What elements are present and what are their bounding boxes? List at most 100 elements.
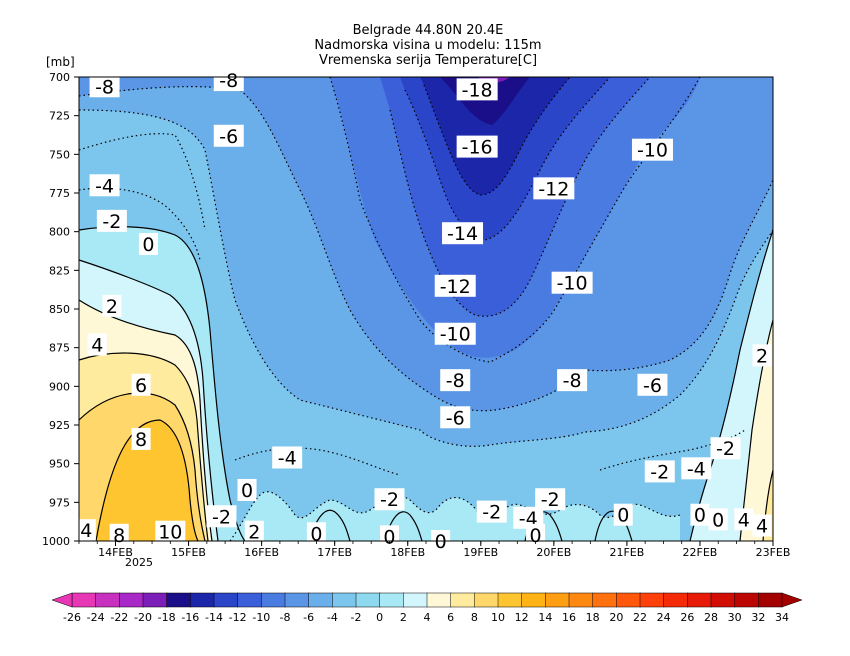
y-axis-unit-label: [mb]	[46, 55, 75, 69]
x-tick-label: 22FEB	[683, 546, 718, 559]
colorbar-label: 28	[704, 611, 718, 624]
colorbar-label: -8	[280, 611, 291, 624]
chart-title-line-2: Nadmorska visina u modelu: 115m	[314, 38, 541, 53]
contour-label-box	[138, 233, 158, 256]
contour-label-box	[752, 344, 772, 367]
contour-label-box	[131, 427, 151, 450]
band-surface-0	[230, 491, 680, 541]
x-tick-label: 15FEB	[171, 546, 206, 559]
contour-label: -8	[563, 370, 582, 392]
colorbar-swatch	[521, 592, 547, 608]
contour-label-box	[434, 274, 476, 297]
contour-label-box	[155, 520, 186, 543]
contour-label: -6	[643, 375, 662, 397]
contour-label-box	[213, 124, 244, 147]
colorbar-swatch	[95, 592, 121, 608]
contour-label: -12	[440, 276, 471, 298]
contour-label-box	[131, 373, 151, 396]
x-tick-label: 23FEB	[756, 546, 791, 559]
contour-label-box	[440, 406, 471, 429]
contour-label: -16	[462, 137, 493, 159]
contour-label: -10	[557, 273, 588, 295]
contour-label-box	[442, 222, 484, 245]
contour-label: 10	[158, 522, 182, 544]
contour-label: 2	[106, 296, 118, 318]
contour-label: 0	[435, 531, 447, 553]
contour-label-box	[440, 369, 471, 392]
contour-line	[78, 133, 206, 231]
contour-label: -6	[219, 126, 238, 148]
y-tick-label: 1000	[42, 535, 70, 548]
x-tick-label: 19FEB	[463, 546, 498, 559]
contour-label: 4	[91, 335, 103, 357]
band-right-4	[740, 320, 773, 541]
contour-label: 4	[80, 520, 92, 542]
colorbar-swatch	[403, 592, 428, 608]
x-tick-label: 21FEB	[609, 546, 644, 559]
colorbar-label: -12	[229, 611, 247, 624]
contour-line	[78, 299, 213, 542]
colorbar-swatch	[332, 592, 357, 608]
colorbar-swatch	[545, 592, 570, 608]
colorbar-label: 32	[751, 611, 765, 624]
colorbar-label: -24	[87, 611, 105, 624]
colorbar-swatch	[379, 592, 405, 608]
contour-label-box	[535, 488, 566, 511]
chart-title-line-1: Belgrade 44.80N 20.4E	[353, 23, 504, 38]
colorbar-swatch	[687, 592, 712, 608]
colorbar-label: 6	[447, 611, 454, 624]
negative-contours	[78, 76, 774, 542]
x-axis-year-label: 2025	[125, 556, 153, 569]
colorbar-label: 0	[376, 611, 383, 624]
colorbar-label: 22	[633, 611, 647, 624]
contour-label-box	[526, 523, 546, 546]
colorbar-swatch	[616, 592, 641, 608]
x-tick-label: 20FEB	[536, 546, 571, 559]
contour-line	[78, 109, 774, 447]
contour-label-box	[272, 446, 303, 469]
y-tick-label: 950	[49, 458, 70, 471]
colorbar-label: -18	[158, 611, 176, 624]
contour-label-box	[379, 525, 399, 548]
contour-label: 0	[617, 505, 629, 527]
contour-label-box	[681, 457, 712, 480]
x-tick-label: 17FEB	[317, 546, 352, 559]
contour-label-box	[734, 508, 754, 531]
contour-label-box	[89, 75, 120, 98]
contour-label-box	[557, 369, 588, 392]
colorbar-swatch	[71, 592, 97, 608]
contour-label: 0	[142, 234, 154, 256]
contour-line	[78, 259, 219, 542]
colorbar-label: -10	[252, 611, 270, 624]
chart-title-line-3: Vremenska serija Temperature[C]	[319, 53, 537, 68]
y-tick-label: 800	[49, 226, 70, 239]
colorbar-swatch	[568, 592, 594, 608]
contour-label-box	[644, 460, 675, 483]
contour-line	[78, 86, 774, 412]
colorbar-label: 4	[424, 611, 431, 624]
contour-label: -2	[650, 461, 669, 483]
contour-line	[78, 187, 201, 261]
colorbar-label: -14	[205, 611, 223, 624]
contour-label-box	[213, 69, 244, 92]
contour-label-box	[551, 271, 593, 294]
contour-label: 0	[241, 480, 253, 502]
y-tick-label: 700	[49, 71, 70, 84]
y-tick-label: 825	[49, 264, 70, 277]
contour-label: 0	[383, 526, 395, 548]
colorbar-low-arrow	[51, 592, 73, 608]
contour-label: 6	[135, 375, 147, 397]
contour-label-box	[690, 503, 710, 526]
colorbar-swatch	[474, 592, 499, 608]
contour-label-box	[206, 505, 237, 528]
contour-label: 2	[756, 345, 768, 367]
contour-label: -4	[687, 458, 706, 480]
contour-line	[229, 491, 681, 542]
band-plus-10	[96, 420, 198, 541]
contour-label-box	[102, 294, 122, 317]
contour-label-box	[96, 209, 127, 232]
colorbar-swatch	[450, 592, 476, 608]
contour-label-box	[237, 478, 257, 501]
colorbar-swatch	[237, 592, 263, 608]
